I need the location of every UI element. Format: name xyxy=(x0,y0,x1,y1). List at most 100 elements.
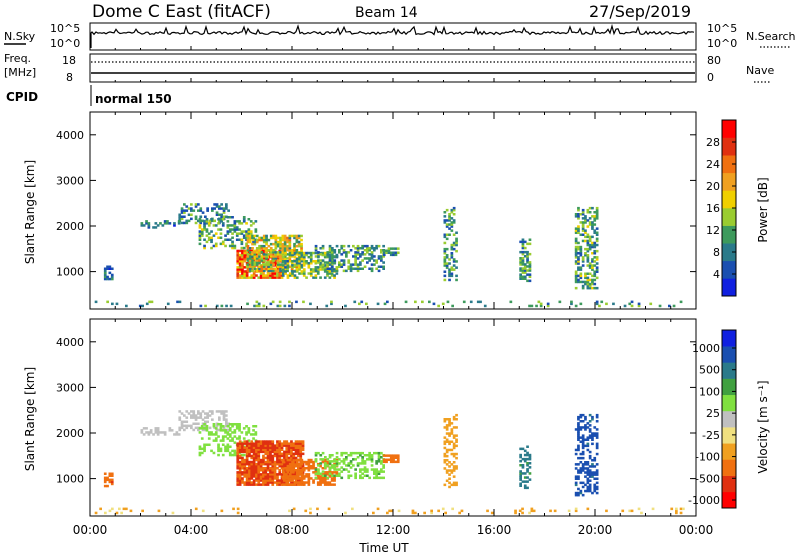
echo-cell xyxy=(260,247,264,250)
echo-cell xyxy=(299,448,303,451)
echo-cell xyxy=(452,426,456,429)
echo-cell xyxy=(262,267,266,270)
echo-cell xyxy=(628,509,632,513)
echo-cell xyxy=(298,255,301,259)
echo-cell xyxy=(266,481,270,484)
echo-cell xyxy=(243,255,247,259)
echo-cell xyxy=(220,207,223,210)
echo-cell xyxy=(333,471,336,474)
echo-cell xyxy=(286,276,290,279)
echo-cell xyxy=(264,479,268,482)
echo-cell xyxy=(180,424,184,428)
echo-cell xyxy=(298,260,301,263)
echo-cell xyxy=(309,272,313,275)
echo-cell xyxy=(262,458,265,462)
echo-cell xyxy=(288,260,292,263)
echo-cell xyxy=(197,412,200,415)
echo-cell xyxy=(264,462,268,466)
echo-cell xyxy=(269,272,272,275)
echo-cell xyxy=(290,446,293,449)
echo-cell xyxy=(210,433,213,436)
echo-cell xyxy=(183,203,186,206)
echo-cell xyxy=(321,263,325,266)
echo-cell xyxy=(279,240,282,244)
echo-cell xyxy=(276,257,279,261)
echo-cell xyxy=(595,249,599,253)
echo-cell xyxy=(252,425,255,428)
echo-cell xyxy=(161,431,165,434)
echo-cell xyxy=(342,251,346,254)
echo-cell xyxy=(245,234,248,237)
echo-cell xyxy=(326,263,330,266)
echo-cell xyxy=(307,458,311,462)
echo-cell xyxy=(521,275,525,278)
echo-cell xyxy=(290,448,293,451)
echo-cell xyxy=(297,450,300,454)
echo-cell xyxy=(236,448,240,451)
echo-cell xyxy=(387,454,391,457)
echo-cell xyxy=(579,272,583,275)
echo-cell xyxy=(245,425,248,428)
echo-cell xyxy=(140,222,144,225)
echo-cell xyxy=(271,274,275,277)
echo-cell xyxy=(593,489,597,493)
echo-cell xyxy=(286,257,289,260)
echo-cell xyxy=(203,246,206,250)
echo-cell xyxy=(586,442,590,446)
echo-cell xyxy=(312,270,315,273)
echo-cell xyxy=(271,448,275,451)
echo-cell xyxy=(363,468,367,471)
echo-cell xyxy=(252,452,256,456)
echo-cell xyxy=(217,445,220,448)
echo-cell xyxy=(370,456,374,459)
echo-cell xyxy=(252,274,256,277)
echo-cell xyxy=(238,257,242,261)
echo-cell xyxy=(361,259,364,262)
echo-cell xyxy=(276,462,279,466)
echo-cell xyxy=(361,253,364,256)
echo-cell xyxy=(198,218,202,221)
echo-cell xyxy=(246,249,250,252)
echo-cell xyxy=(595,237,599,241)
echo-cell xyxy=(241,444,244,447)
echo-cell xyxy=(345,458,348,461)
echo-cell xyxy=(380,265,383,268)
echo-cell xyxy=(258,265,261,268)
echo-cell xyxy=(394,460,398,464)
echo-cell xyxy=(354,251,357,254)
echo-cell xyxy=(246,253,250,256)
echo-cell xyxy=(276,460,279,464)
echo-cell xyxy=(448,258,451,261)
echo-cell xyxy=(577,415,580,419)
echo-cell xyxy=(593,477,597,480)
echo-cell xyxy=(519,453,522,457)
echo-cell xyxy=(443,258,447,261)
noise-panel-frame xyxy=(89,22,697,51)
echo-cell xyxy=(180,422,184,425)
echo-cell xyxy=(392,454,395,457)
echo-cell xyxy=(356,253,360,256)
echo-cell xyxy=(110,472,114,475)
echo-cell xyxy=(359,255,362,258)
echo-cell xyxy=(257,454,261,458)
echo-cell xyxy=(679,300,683,304)
echo-cell xyxy=(279,263,282,266)
echo-cell xyxy=(421,300,424,304)
echo-cell xyxy=(253,240,257,244)
freq-tick-top: 18 xyxy=(62,54,76,67)
echo-cell xyxy=(231,236,234,239)
echo-cell xyxy=(274,236,278,240)
echo-cell xyxy=(264,475,268,478)
echo-cell xyxy=(180,420,184,423)
echo-cell xyxy=(264,442,268,445)
echo-cell xyxy=(272,242,275,246)
echo-cell xyxy=(300,460,304,464)
echo-cell xyxy=(245,481,249,484)
echo-cell xyxy=(285,446,289,449)
echo-cell xyxy=(204,416,207,419)
echo-cell xyxy=(288,255,292,258)
echo-cell xyxy=(380,255,383,258)
echo-cell xyxy=(586,473,590,476)
echo-cell xyxy=(593,286,597,290)
echo-cell xyxy=(352,464,355,467)
